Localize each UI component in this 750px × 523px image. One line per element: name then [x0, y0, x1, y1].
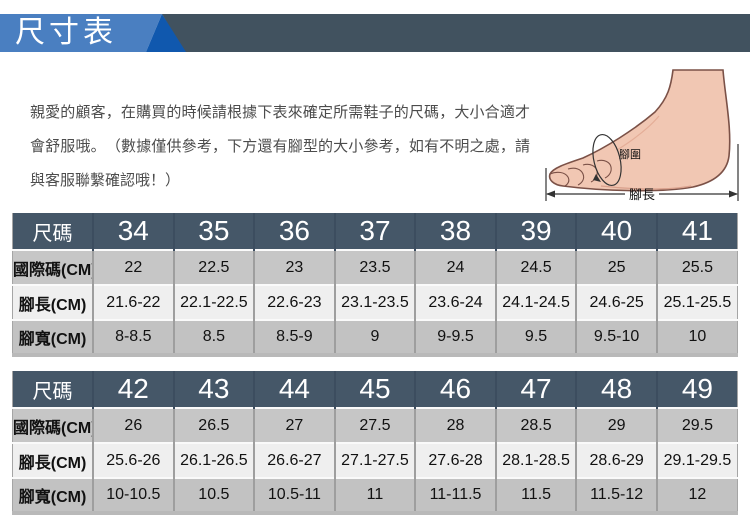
length-arrow-right — [729, 190, 738, 198]
cell-value: 9 — [333, 319, 416, 355]
size-number-header: 37 — [333, 213, 416, 250]
size-data-row: 腳寬(CM) 8-8.5 8.5 8.5-9 9 9-9.5 9.5 9.5-10 10 — [12, 319, 738, 355]
cell-value: 23.1-23.5 — [333, 284, 416, 320]
size-label-header: 尺碼 — [32, 222, 73, 245]
length-label: 腳長 — [629, 187, 655, 202]
size-data-row: 國際碼(CM) 22 22.5 23 23.5 24 24.5 25 25.5 — [12, 249, 738, 285]
size-data-row: 腳長(CM) 25.6-26 26.1-26.5 26.6-27 27.1-27.5 27… — [12, 442, 738, 478]
row-label: 國際碼(CM) — [12, 249, 94, 285]
size-number-header: 39 — [494, 213, 577, 250]
cell-value: 8-8.5 — [92, 319, 174, 355]
intro-text: 親愛的顧客，在購買的時候請根據下表來確定所需鞋子的尺碼，大小合適才會舒服哦。 （… — [30, 104, 530, 189]
foot-illustration: 腳圍 腳長 — [545, 69, 739, 202]
size-number-header: 35 — [172, 213, 255, 250]
cell-value: 10 — [655, 319, 738, 355]
foot-measurement-diagram: 腳圍 腳長 — [541, 68, 749, 210]
cell-value: 28.1-28.5 — [494, 442, 577, 478]
size-header-row: 尺碼 34 35 36 37 38 39 40 41 — [12, 213, 738, 250]
size-data-row: 國際碼(CM) 26 26.5 27 27.5 28 28.5 29 29.5 — [12, 407, 738, 443]
cell-value: 10-10.5 — [92, 477, 174, 513]
cell-value: 23 — [253, 249, 335, 285]
cell-value: 25.1-25.5 — [655, 284, 738, 320]
cell-value: 11.5 — [494, 477, 577, 513]
row-label: 腳寬(CM) — [12, 319, 94, 355]
cell-value: 8.5 — [172, 319, 255, 355]
cell-value: 26.6-27 — [253, 442, 335, 478]
cell-value: 25 — [575, 249, 657, 285]
banner-blue-segment — [0, 14, 162, 52]
girth-ellipse — [592, 133, 622, 187]
foot-shape — [548, 69, 731, 192]
size-data-row: 腳寬(CM) 10-10.5 10.5 10.5-11 11 11-11.5 11.5 11.… — [12, 477, 738, 513]
size-number-header: 34 — [92, 213, 174, 250]
page-title: 尺寸表 — [15, 16, 117, 49]
cell-value: 29 — [575, 407, 657, 443]
size-number-header: 45 — [333, 371, 416, 408]
size-number-header: 42 — [92, 371, 174, 408]
cell-value: 27.1-27.5 — [333, 442, 416, 478]
cell-value: 27.5 — [333, 407, 416, 443]
row-label: 腳寬(CM) — [12, 477, 94, 513]
size-number-header: 43 — [172, 371, 255, 408]
size-number-header: 44 — [253, 371, 335, 408]
cell-value: 24.1-24.5 — [494, 284, 577, 320]
cell-value: 11 — [333, 477, 416, 513]
cell-value: 26.5 — [172, 407, 255, 443]
size-number-header: 40 — [575, 213, 657, 250]
size-number-header: 49 — [655, 371, 738, 408]
cell-value: 10.5 — [172, 477, 255, 513]
cell-value: 26.1-26.5 — [172, 442, 255, 478]
cell-value: 23.6-24 — [414, 284, 496, 320]
header-banner: 尺寸表 — [0, 14, 750, 52]
size-header-row: 尺碼 42 43 44 45 46 47 48 49 — [12, 371, 738, 408]
cell-value: 22.1-22.5 — [172, 284, 255, 320]
cell-value: 22.6-23 — [253, 284, 335, 320]
cell-value: 27 — [253, 407, 335, 443]
cell-value: 9.5 — [494, 319, 577, 355]
cell-value: 25.6-26 — [92, 442, 174, 478]
cell-value: 11.5-12 — [575, 477, 657, 513]
cell-value: 28 — [414, 407, 496, 443]
cell-value: 24.6-25 — [575, 284, 657, 320]
girth-arrowhead — [593, 174, 601, 182]
cell-value: 12 — [655, 477, 738, 513]
cell-value: 24.5 — [494, 249, 577, 285]
girth-label: 腳圍 — [619, 148, 641, 161]
cell-value: 21.6-22 — [92, 284, 174, 320]
size-number-header: 41 — [655, 213, 738, 250]
cell-value: 10.5-11 — [253, 477, 335, 513]
size-number-header: 36 — [253, 213, 335, 250]
size-number-header: 38 — [414, 213, 496, 250]
cell-value: 22 — [92, 249, 174, 285]
cell-value: 29.1-29.5 — [655, 442, 738, 478]
row-label: 國際碼(CM) — [12, 407, 94, 443]
cell-value: 29.5 — [655, 407, 738, 443]
cell-value: 23.5 — [333, 249, 416, 285]
row-label: 腳長(CM) — [12, 442, 94, 478]
cell-value: 27.6-28 — [414, 442, 496, 478]
size-table-42-49: 尺碼 42 43 44 45 46 47 48 49 國際碼(CM) 26 26.5 27 27.5 28 2… — [12, 371, 738, 515]
size-data-row: 腳長(CM) 21.6-22 22.1-22.5 22.6-23 23.1-23.5 23… — [12, 284, 738, 320]
size-number-header: 48 — [575, 371, 657, 408]
size-table-34-41: 尺碼 34 35 36 37 38 39 40 41 國際碼(CM) 22 22.5 23 23.5 24 2… — [12, 213, 738, 357]
cell-value: 24 — [414, 249, 496, 285]
cell-value: 9.5-10 — [575, 319, 657, 355]
size-label-header: 尺碼 — [32, 380, 73, 403]
cell-value: 9-9.5 — [414, 319, 496, 355]
size-number-header: 47 — [494, 371, 577, 408]
size-number-header: 46 — [414, 371, 496, 408]
cell-value: 28.5 — [494, 407, 577, 443]
row-label: 腳長(CM) — [12, 284, 94, 320]
banner-slate-segment — [162, 14, 750, 52]
cell-value: 22.5 — [172, 249, 255, 285]
cell-value: 28.6-29 — [575, 442, 657, 478]
cell-value: 25.5 — [655, 249, 738, 285]
cell-value: 8.5-9 — [253, 319, 335, 355]
cell-value: 26 — [92, 407, 174, 443]
cell-value: 11-11.5 — [414, 477, 496, 513]
length-arrow-left — [546, 190, 555, 198]
